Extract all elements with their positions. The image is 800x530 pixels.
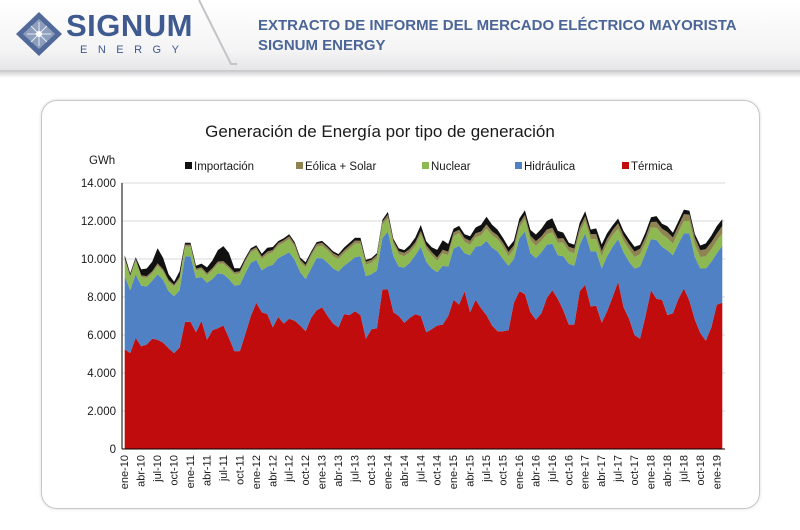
signum-logo-icon <box>16 12 62 56</box>
x-tick-label: abr-18 <box>662 455 674 487</box>
area-hidraulica <box>124 231 723 354</box>
area-eolica_solar <box>124 214 723 287</box>
x-tick-label: oct-16 <box>563 455 575 486</box>
x-tick-label: jul-18 <box>678 455 690 483</box>
legend-label-nuclear: Nuclear <box>431 161 471 173</box>
x-tick-label: jul-15 <box>481 455 493 483</box>
x-tick-label: ene-12 <box>251 455 263 489</box>
x-tick-label: abr-15 <box>465 455 477 487</box>
chart-title: Generación de Energía por tipo de genera… <box>205 122 555 141</box>
y-axis-unit: GWh <box>89 155 115 167</box>
x-tick-label: ene-11 <box>185 455 197 488</box>
legend-swatch-termica <box>622 162 629 169</box>
x-tick-label: ene-16 <box>514 455 526 489</box>
x-tick-label: oct-15 <box>498 455 510 486</box>
x-tick-label: oct-14 <box>432 455 444 486</box>
report-subtitle: SIGNUM ENERGY <box>258 37 386 54</box>
x-tick-label: abr-12 <box>267 455 279 487</box>
y-tick-label: 14.000 <box>81 178 116 190</box>
x-tick-label: abr-10 <box>136 455 148 487</box>
x-tick-label: oct-18 <box>695 455 707 486</box>
header-shadow <box>0 70 800 78</box>
legend-label-termica: Térmica <box>631 161 673 173</box>
stacked-area-chart: Generación de Energía por tipo de genera… <box>81 122 725 489</box>
x-tick-label: abr-17 <box>596 455 608 487</box>
x-tick-label: oct-17 <box>629 455 641 486</box>
area-termica <box>124 281 723 449</box>
x-tick-label: ene-14 <box>382 455 394 489</box>
x-tick-label: ene-18 <box>646 455 658 489</box>
x-tick-label: ene-17 <box>580 455 592 489</box>
x-tick-label: ene-15 <box>448 455 460 489</box>
legend-label-eolica_solar: Eólica + Solar <box>305 161 376 173</box>
logo-subtitle: ENERGY <box>80 44 190 56</box>
y-tick-label: 4.000 <box>87 368 116 380</box>
x-tick-label: jul-11 <box>218 455 230 482</box>
y-tick-label: 2.000 <box>87 406 116 418</box>
y-tick-label: 6.000 <box>87 330 116 342</box>
x-tick-label: oct-10 <box>169 455 181 486</box>
legend-label-hidraulica: Hidráulica <box>524 161 576 173</box>
legend-swatch-nuclear <box>422 162 429 169</box>
area-importacion <box>124 209 723 285</box>
x-tick-label: ene-10 <box>119 455 131 489</box>
x-tick-label: abr-13 <box>333 455 345 487</box>
legend-swatch-hidraulica <box>515 162 522 169</box>
x-tick-label: oct-13 <box>366 455 378 486</box>
x-tick-label: oct-12 <box>300 455 312 486</box>
logo-name: SIGNUM <box>66 8 193 43</box>
x-tick-label: abr-16 <box>530 455 542 487</box>
legend-label-importacion: Importación <box>194 161 254 173</box>
y-tick-label: 0 <box>110 444 116 456</box>
x-tick-label: abr-11 <box>202 455 214 486</box>
y-tick-label: 8.000 <box>87 292 116 304</box>
report-title: EXTRACTO DE INFORME DEL MERCADO ELÉCTRIC… <box>258 17 737 34</box>
x-tick-label: jul-13 <box>350 455 362 483</box>
x-tick-label: jul-12 <box>284 455 296 483</box>
y-tick-label: 10.000 <box>81 254 116 266</box>
x-tick-label: jul-10 <box>152 455 164 483</box>
x-tick-label: jul-16 <box>547 455 559 483</box>
legend-swatch-importacion <box>185 162 192 169</box>
x-tick-label: ene-13 <box>317 455 329 489</box>
x-tick-label: jul-17 <box>613 455 625 483</box>
header-divider <box>198 0 237 65</box>
area-nuclear <box>124 218 723 297</box>
page-header: SIGNUM ENERGY EXTRACTO DE INFORME DEL ME… <box>0 0 800 72</box>
legend-swatch-eolica_solar <box>296 162 303 169</box>
x-tick-label: oct-11 <box>234 455 246 485</box>
x-tick-label: abr-14 <box>399 455 411 487</box>
x-tick-label: ene-19 <box>711 455 723 489</box>
x-tick-label: jul-14 <box>415 455 427 483</box>
y-tick-label: 12.000 <box>81 216 116 228</box>
chart-panel: Generación de Energía por tipo de genera… <box>41 100 760 509</box>
